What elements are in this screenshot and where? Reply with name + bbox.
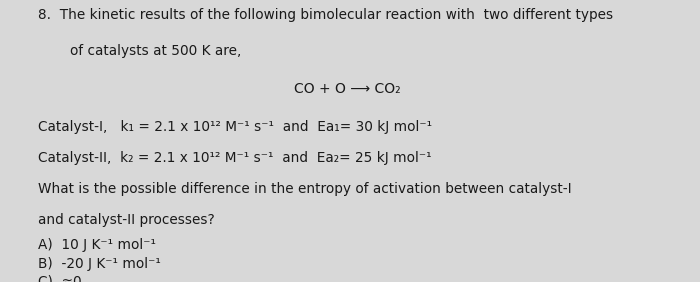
Text: A)  10 J K⁻¹ mol⁻¹: A) 10 J K⁻¹ mol⁻¹ (38, 238, 157, 252)
Text: CO + O ⟶ CO₂: CO + O ⟶ CO₂ (294, 82, 400, 96)
Text: and catalyst-II processes?: and catalyst-II processes? (38, 213, 216, 227)
Text: C)  ≈0: C) ≈0 (38, 275, 82, 282)
Text: Catalyst-I,   k₁ = 2.1 x 10¹² M⁻¹ s⁻¹  and  Ea₁= 30 kJ mol⁻¹: Catalyst-I, k₁ = 2.1 x 10¹² M⁻¹ s⁻¹ and … (38, 120, 433, 134)
Text: B)  -20 J K⁻¹ mol⁻¹: B) -20 J K⁻¹ mol⁻¹ (38, 257, 162, 271)
Text: What is the possible difference in the entropy of activation between catalyst-I: What is the possible difference in the e… (38, 182, 572, 196)
Text: 8.  The kinetic results of the following bimolecular reaction with  two differen: 8. The kinetic results of the following … (38, 8, 614, 23)
Text: Catalyst-II,  k₂ = 2.1 x 10¹² M⁻¹ s⁻¹  and  Ea₂= 25 kJ mol⁻¹: Catalyst-II, k₂ = 2.1 x 10¹² M⁻¹ s⁻¹ and… (38, 151, 432, 165)
Text: of catalysts at 500 K are,: of catalysts at 500 K are, (70, 44, 241, 58)
